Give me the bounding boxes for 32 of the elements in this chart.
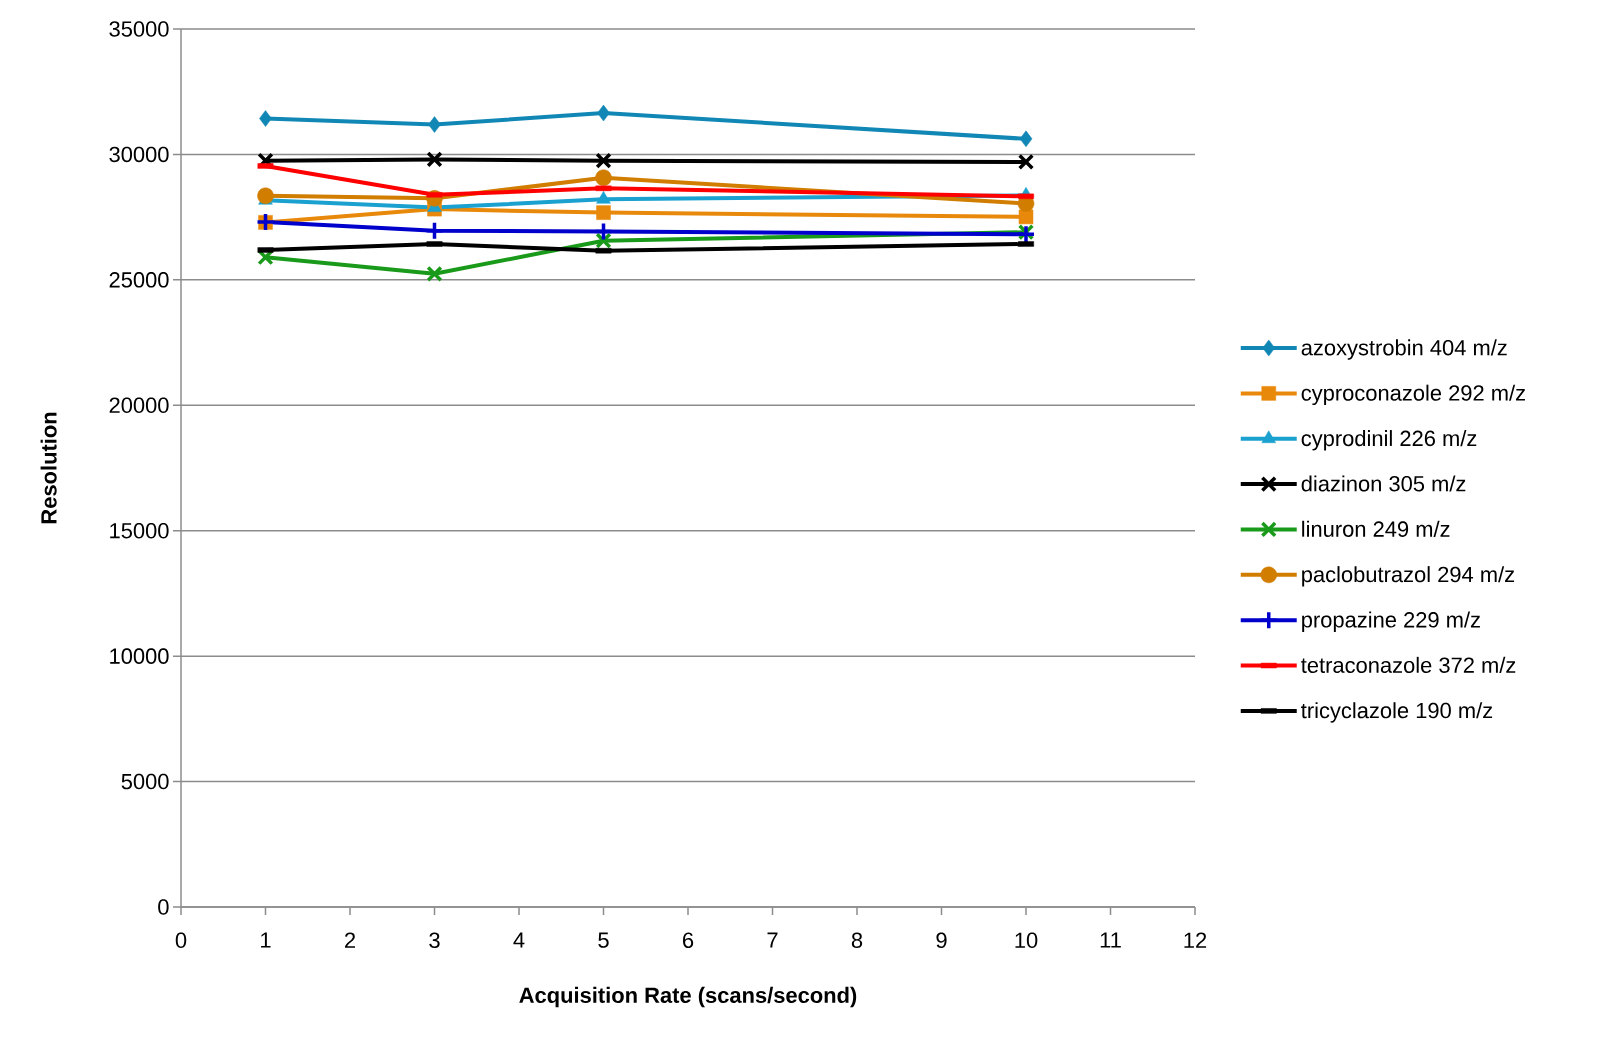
x-tick-label: 7 [767, 932, 778, 948]
x-tick-label: 12 [1184, 932, 1207, 948]
y-tick-label: 0 [158, 899, 169, 915]
x-axis-title: Acquisition Rate (scans/second) [519, 986, 857, 1008]
legend-label: linuron 249 m/z [1302, 520, 1450, 537]
y-tick-label: 5000 [121, 773, 169, 790]
y-tick-label: 20000 [109, 397, 169, 414]
x-tick-label: 11 [1100, 932, 1121, 948]
legend-label: paclobutrazol 294 m/z [1302, 566, 1515, 587]
x-tick-label: 9 [936, 932, 947, 949]
x-tick-label: 1 [261, 932, 271, 948]
x-tick-label: 8 [851, 932, 863, 949]
x-tick-label: 4 [513, 932, 525, 948]
x-tick-label: 6 [683, 932, 694, 949]
x-tick-label: 0 [175, 932, 187, 949]
legend-label: tetraconazole 372 m/z [1301, 656, 1516, 673]
legend-label: azoxystrobin 404 m/z [1301, 339, 1507, 360]
y-axis-title: Resolution [40, 412, 57, 524]
legend-label: cyprodinil 226 m/z [1301, 430, 1477, 451]
x-tick-label: 2 [345, 932, 355, 948]
y-tick-label: 15000 [110, 522, 169, 539]
x-tick-label: 10 [1015, 932, 1038, 949]
y-tick-label: 35000 [109, 21, 169, 37]
x-tick-label: 5 [598, 932, 609, 948]
y-tick-label: 10000 [110, 648, 169, 664]
y-tick-label: 25000 [109, 272, 169, 288]
y-tick-label: 30000 [109, 146, 169, 163]
x-tick-label: 3 [429, 932, 440, 949]
legend-label: cyproconazole 292 m/z [1301, 384, 1525, 406]
legend-label: diazinon 305 m/z [1301, 475, 1466, 492]
legend-label: propazine 229 m/z [1302, 611, 1480, 632]
legend-label: tricyclazole 190 m/z [1301, 702, 1493, 723]
